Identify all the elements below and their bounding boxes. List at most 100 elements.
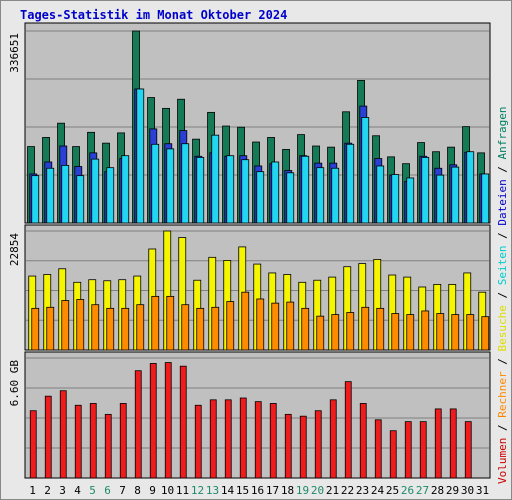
bar-seiten-day-23 <box>361 117 370 224</box>
day-label-16: 16 <box>251 484 264 497</box>
day-label-21: 21 <box>326 484 339 497</box>
bar-seiten-day-25 <box>391 174 400 224</box>
bar-seiten-day-4 <box>76 175 85 224</box>
bar-volumen-day-25 <box>389 430 397 479</box>
bar-seiten-day-8 <box>136 88 145 224</box>
bar-volumen-day-22 <box>344 381 352 479</box>
bar-volumen-day-29 <box>449 408 457 479</box>
day-label-31: 31 <box>476 484 489 497</box>
series-rechner <box>31 291 490 351</box>
bar-seiten-day-17 <box>271 161 280 224</box>
legend-part-6: Seiten <box>496 246 509 286</box>
bar-volumen-day-16 <box>254 401 262 479</box>
bar-rechner-day-3 <box>61 300 70 351</box>
bar-volumen-day-7 <box>119 403 127 479</box>
bar-seiten-day-16 <box>256 171 265 224</box>
series-seiten <box>31 88 490 224</box>
bar-rechner-day-15 <box>241 291 250 351</box>
bar-volumen-day-1 <box>29 410 37 479</box>
y-axis-labels: 336651 22854 6.60 GB <box>8 33 21 406</box>
y-max-label-top: 336651 <box>8 33 21 73</box>
bar-volumen-day-24 <box>374 419 382 479</box>
bar-volumen-day-26 <box>404 421 412 479</box>
bar-seiten-day-10 <box>166 148 175 224</box>
legend-part-4: Besuche <box>496 305 509 351</box>
bar-rechner-day-23 <box>361 306 370 351</box>
bar-volumen-day-10 <box>164 362 172 479</box>
bar-volumen-day-13 <box>209 399 217 479</box>
bar-rechner-day-2 <box>46 306 55 351</box>
bar-seiten-day-9 <box>151 143 160 224</box>
day-label-7: 7 <box>119 484 126 497</box>
legend-part-2: Rechner <box>496 371 509 418</box>
bar-volumen-day-27 <box>419 421 427 479</box>
bar-seiten-day-18 <box>286 172 295 224</box>
bar-volumen-day-18 <box>284 413 292 479</box>
day-label-19: 19 <box>296 484 309 497</box>
bar-volumen-day-11 <box>179 365 187 479</box>
bar-rechner-day-11 <box>181 304 190 351</box>
day-label-10: 10 <box>161 484 174 497</box>
day-label-6: 6 <box>104 484 111 497</box>
y-max-label-middle: 22854 <box>8 233 21 266</box>
legend-part-0: Volumen <box>496 438 509 484</box>
bar-rechner-day-30 <box>466 314 475 351</box>
day-label-25: 25 <box>386 484 399 497</box>
bar-rechner-day-31 <box>481 316 490 351</box>
day-label-1: 1 <box>29 484 36 497</box>
bar-volumen-day-6 <box>104 413 112 479</box>
panel-middle <box>24 224 491 351</box>
day-label-9: 9 <box>149 484 156 497</box>
bar-seiten-day-15 <box>241 159 250 224</box>
day-label-4: 4 <box>74 484 81 497</box>
day-label-24: 24 <box>371 484 385 497</box>
bar-volumen-day-15 <box>239 397 247 479</box>
bar-seiten-day-14 <box>226 155 235 224</box>
bar-rechner-day-18 <box>286 301 295 351</box>
day-label-23: 23 <box>356 484 369 497</box>
chart-panels <box>24 22 491 479</box>
bar-volumen-day-3 <box>59 390 67 479</box>
bar-rechner-day-7 <box>121 307 130 351</box>
bar-seiten-day-20 <box>316 167 325 224</box>
bar-rechner-day-20 <box>316 315 325 351</box>
bar-rechner-day-24 <box>376 307 385 351</box>
day-label-13: 13 <box>206 484 219 497</box>
bar-volumen-day-20 <box>314 410 322 479</box>
bar-rechner-day-29 <box>451 314 460 351</box>
bar-volumen-day-4 <box>74 404 82 479</box>
bar-seiten-day-26 <box>406 177 415 224</box>
bar-rechner-day-22 <box>346 312 355 351</box>
chart-title: Tages-Statistik im Monat Oktober 2024 <box>20 8 287 22</box>
bar-volumen-day-21 <box>329 399 337 479</box>
bar-rechner-day-16 <box>256 298 265 351</box>
bar-seiten-day-5 <box>91 158 100 224</box>
bar-seiten-day-11 <box>181 143 190 224</box>
bar-seiten-day-2 <box>46 167 55 224</box>
legend-part-1: / <box>496 418 509 438</box>
day-label-22: 22 <box>341 484 354 497</box>
bar-rechner-day-26 <box>406 314 415 351</box>
bar-seiten-day-12 <box>196 157 205 224</box>
day-label-30: 30 <box>461 484 474 497</box>
bar-seiten-day-28 <box>436 174 445 224</box>
day-label-2: 2 <box>44 484 51 497</box>
day-label-29: 29 <box>446 484 459 497</box>
bar-rechner-day-1 <box>31 307 40 351</box>
bar-rechner-day-25 <box>391 313 400 351</box>
bar-rechner-day-5 <box>91 304 100 351</box>
bar-seiten-day-27 <box>421 157 430 224</box>
panel-top <box>24 22 491 224</box>
bar-seiten-day-31 <box>481 173 490 224</box>
bar-rechner-day-21 <box>331 314 340 351</box>
bar-volumen-day-28 <box>434 408 442 479</box>
bar-volumen-day-19 <box>299 415 307 479</box>
x-axis-day-labels: 1 2 3 4 5 6 7 8 9 10 11 12 13 14 15 16 17 18 19 20 21 22 23 24 2… <box>29 484 489 497</box>
panel-bottom <box>24 351 491 479</box>
bar-seiten-day-30 <box>466 151 475 224</box>
day-label-11: 11 <box>176 484 189 497</box>
bar-volumen-day-12 <box>194 404 202 479</box>
bar-volumen-day-5 <box>89 403 97 479</box>
bar-rechner-day-4 <box>76 299 85 351</box>
